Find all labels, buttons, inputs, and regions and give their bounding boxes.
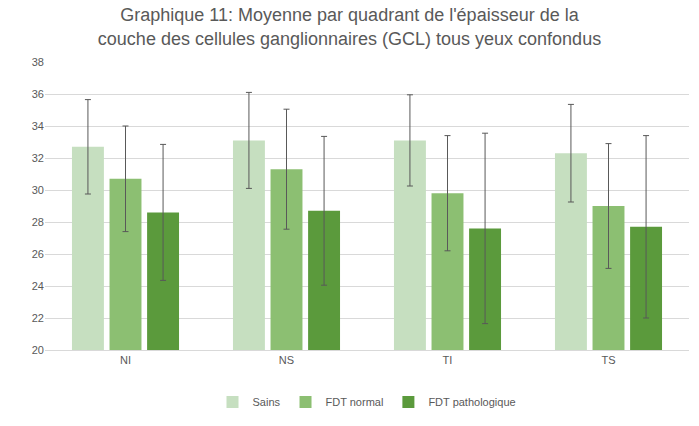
svg-text:NS: NS xyxy=(279,354,294,366)
svg-text:TI: TI xyxy=(443,354,453,366)
svg-text:TS: TS xyxy=(601,354,615,366)
svg-text:FDT pathologique: FDT pathologique xyxy=(428,396,515,408)
svg-text:38: 38 xyxy=(32,56,44,68)
svg-text:FDT normal: FDT normal xyxy=(326,396,384,408)
svg-text:22: 22 xyxy=(32,312,44,324)
svg-text:36: 36 xyxy=(32,88,44,100)
svg-text:32: 32 xyxy=(32,152,44,164)
svg-text:28: 28 xyxy=(32,216,44,228)
svg-text:26: 26 xyxy=(32,248,44,260)
svg-text:Sains: Sains xyxy=(253,396,281,408)
svg-text:34: 34 xyxy=(32,120,44,132)
svg-text:Graphique 11: Moyenne par quad: Graphique 11: Moyenne par quadrant de l'… xyxy=(98,5,601,48)
svg-text:24: 24 xyxy=(32,280,44,292)
svg-text:20: 20 xyxy=(32,344,44,356)
svg-text:NI: NI xyxy=(120,354,131,366)
svg-text:30: 30 xyxy=(32,184,44,196)
